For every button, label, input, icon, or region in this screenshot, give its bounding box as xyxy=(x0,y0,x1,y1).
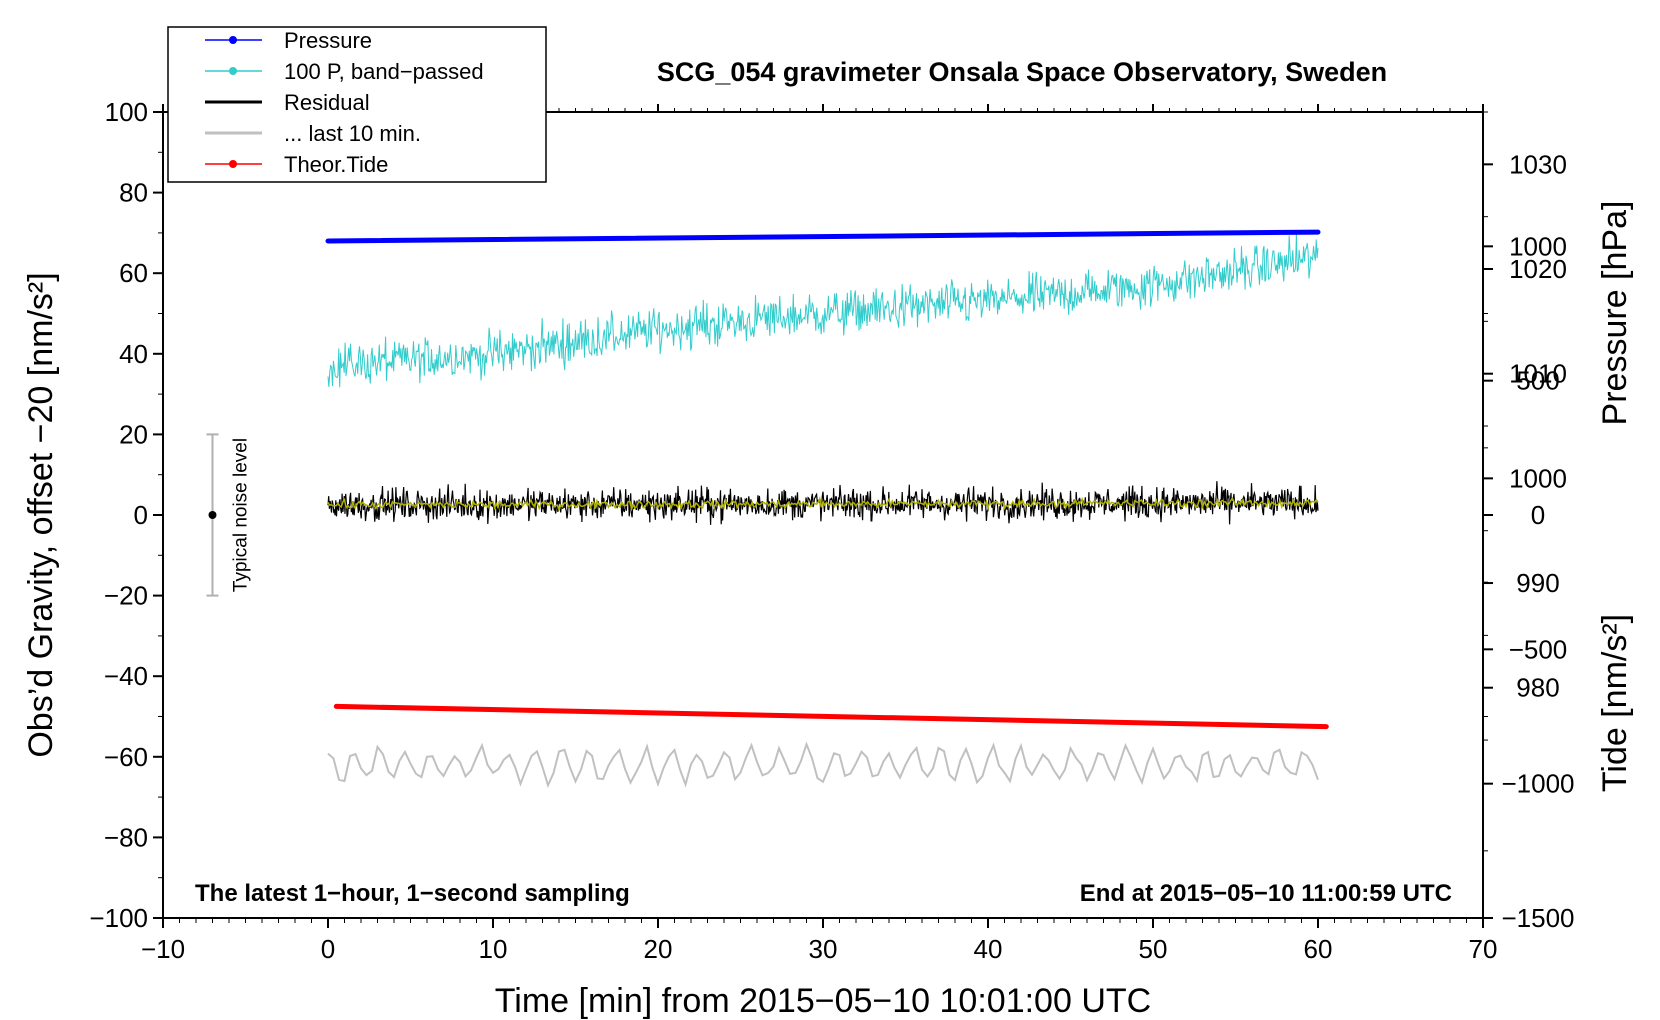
pressure-tick-label: 1030 xyxy=(1509,149,1567,179)
pressure-tick-label: 1020 xyxy=(1509,254,1567,284)
noise-center-dot xyxy=(208,511,217,519)
x-tick-label: 60 xyxy=(1304,934,1333,964)
y-axis-left: 100 80 60 40 20 0 −20 −40 −60 −80 −100 xyxy=(89,97,163,933)
series-layer xyxy=(325,229,1329,789)
legend-box xyxy=(167,26,547,183)
y-tick-label: 40 xyxy=(119,339,148,369)
series-theor-tide xyxy=(333,703,1329,730)
y-tick-label: 80 xyxy=(119,178,148,208)
chart-title: SCG_054 gravimeter Onsala Space Observat… xyxy=(657,57,1387,87)
pressure-tick-label: 990 xyxy=(1516,568,1559,598)
x-tick-label: 0 xyxy=(321,934,335,964)
pressure-axis-label: Pressure [hPa] xyxy=(1596,201,1634,426)
y-tick-label: −80 xyxy=(104,822,148,852)
y-tick-label: −100 xyxy=(89,903,148,933)
noise-label: Typical noise level xyxy=(231,438,252,592)
x-tick-label: 10 xyxy=(479,934,508,964)
tide-tick-label: −1000 xyxy=(1501,769,1574,799)
pressure-tick-label: 980 xyxy=(1516,673,1559,703)
y-axis-tide: 1000 500 0 −500 −1000 −1500 xyxy=(1483,231,1575,933)
x-tick-label: 40 xyxy=(974,934,1003,964)
legend-label: Theor.Tide xyxy=(284,152,388,177)
x-tick-label: −10 xyxy=(141,934,185,964)
legend-label: 100 P, band−passed xyxy=(284,59,484,84)
y-tick-label: 20 xyxy=(119,419,148,449)
x-tick-label: 50 xyxy=(1139,934,1168,964)
pressure-tick-label: 1010 xyxy=(1509,359,1567,389)
tide-tick-label: −500 xyxy=(1509,634,1568,664)
legend-marker xyxy=(229,36,237,44)
tide-tick-label: 1000 xyxy=(1509,231,1567,261)
series--last-10-min- xyxy=(327,741,1319,789)
tide-tick-label: 0 xyxy=(1531,500,1545,530)
series-pressure xyxy=(325,229,1321,244)
x-tick-label: 30 xyxy=(809,934,838,964)
y-tick-label: 100 xyxy=(105,97,148,127)
x-tick-label: 70 xyxy=(1469,934,1498,964)
pressure-tick-label: 1000 xyxy=(1509,463,1567,493)
x-axis: −10 0 10 20 30 40 50 60 70 xyxy=(141,104,1498,964)
end-time-note: End at 2015−05−10 11:00:59 UTC xyxy=(1080,880,1452,907)
y-tick-label: 60 xyxy=(119,258,148,288)
series-100-p-band-passed xyxy=(327,233,1319,388)
y-axis-pressure: 1030 1020 1010 1000 990 980 xyxy=(1483,111,1567,741)
y-tick-label: −20 xyxy=(104,581,148,611)
x-axis-label: Time [min] from 2015−05−10 10:01:00 UTC xyxy=(495,982,1151,1020)
legend-label: ... last 10 min. xyxy=(284,121,421,146)
tide-tick-label: 500 xyxy=(1516,366,1559,396)
y-tick-label: −40 xyxy=(104,661,148,691)
legend-marker xyxy=(229,67,237,75)
y-tick-label: 0 xyxy=(134,500,148,530)
tide-tick-label: −1500 xyxy=(1501,903,1574,933)
series-residual xyxy=(327,481,1319,525)
x-tick-label: 20 xyxy=(644,934,673,964)
legend-marker xyxy=(229,160,237,168)
tide-axis-label: Tide [nm/s²] xyxy=(1596,614,1634,792)
legend-label: Pressure xyxy=(284,28,372,53)
series-residual-smoothed xyxy=(327,496,1319,512)
y-axis-label: Obs’d Gravity, offset −20 [nm/s²] xyxy=(22,272,60,757)
legend: Pressure 100 P, band−passed Residual ... la… xyxy=(167,26,547,183)
legend-label: Residual xyxy=(284,90,370,115)
sampling-note: The latest 1−hour, 1−second sampling xyxy=(195,880,630,907)
noise-level-marker: Typical noise level xyxy=(206,433,252,597)
y-tick-label: −60 xyxy=(104,742,148,772)
